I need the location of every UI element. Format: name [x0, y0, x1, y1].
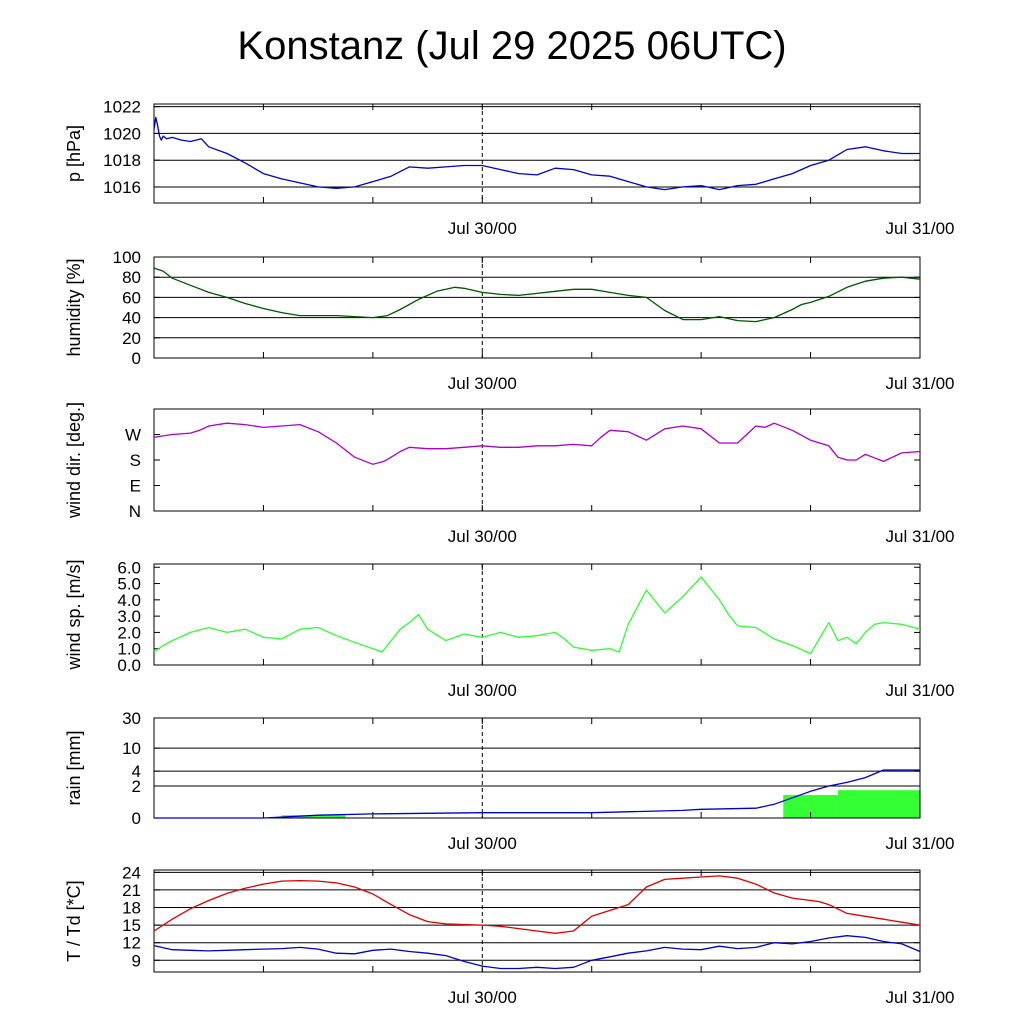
y-tick-label-2-2: S: [130, 451, 141, 470]
x-tick-label-0-1: Jul 31/00: [886, 219, 955, 238]
y-tick-label-1-2: 40: [122, 309, 141, 328]
y-tick-label-1-4: 80: [122, 268, 141, 287]
x-tick-label-1-0: Jul 30/00: [448, 374, 517, 393]
y-axis-label-2: wind dir. [deg.]: [64, 402, 84, 519]
panel-frame-1: [153, 256, 921, 359]
x-tick-label-5-0: Jul 30/00: [448, 988, 517, 1007]
series-line-5-0: [153, 875, 921, 934]
y-tick-label-0-2: 1020: [103, 124, 141, 143]
x-tick-label-4-0: Jul 30/00: [448, 834, 517, 853]
y-tick-label-1-0: 0: [132, 349, 141, 368]
y-tick-label-4-2: 4: [132, 762, 141, 781]
panel-frame-3: [153, 563, 921, 666]
x-tick-label-2-0: Jul 30/00: [448, 527, 517, 546]
series-line-1-0: [153, 267, 921, 323]
series-line-3-0: [153, 576, 921, 655]
panel-frame-4: [153, 717, 921, 819]
rain-bar-4-0: [281, 815, 346, 818]
panel-frame-2: [153, 408, 921, 512]
y-tick-label-0-1: 1018: [103, 151, 141, 170]
series-line-2-0: [153, 422, 921, 465]
x-tick-label-0-0: Jul 30/00: [448, 219, 517, 238]
y-tick-label-3-0: 0.0: [117, 656, 141, 675]
y-axis-label-0: p [hPa]: [64, 125, 84, 182]
y-axis-label-5: T / Td [*C]: [64, 880, 84, 961]
y-tick-label-3-1: 1.0: [117, 640, 141, 659]
x-tick-label-3-1: Jul 31/00: [886, 681, 955, 700]
y-tick-label-4-0: 0: [132, 809, 141, 828]
y-tick-label-3-3: 3.0: [117, 607, 141, 626]
y-axis-label-3: wind sp. [m/s]: [64, 559, 84, 670]
y-tick-label-5-3: 18: [122, 899, 141, 918]
y-tick-label-2-3: W: [125, 426, 141, 445]
y-tick-label-2-0: N: [129, 502, 141, 521]
y-axis-label-1: humidity [%]: [64, 258, 84, 356]
y-tick-label-4-3: 10: [122, 739, 141, 758]
series-line-5-1: [153, 935, 921, 970]
y-tick-label-1-5: 100: [113, 248, 141, 267]
y-tick-label-5-0: 9: [132, 951, 141, 970]
series-line-4-0: [154, 769, 920, 819]
x-tick-label-1-1: Jul 31/00: [886, 374, 955, 393]
y-tick-label-3-6: 6.0: [117, 558, 141, 577]
panel-frame-5: [153, 869, 921, 973]
x-tick-label-2-1: Jul 31/00: [886, 527, 955, 546]
series-line-0-0: [153, 116, 920, 191]
y-tick-label-3-5: 5.0: [117, 575, 141, 594]
y-tick-label-5-1: 12: [122, 934, 141, 953]
y-tick-label-1-3: 60: [122, 288, 141, 307]
x-tick-label-3-0: Jul 30/00: [448, 681, 517, 700]
y-tick-label-4-4: 30: [122, 709, 141, 728]
y-tick-label-0-3: 1022: [103, 98, 141, 117]
panel-frame-0: [153, 103, 921, 204]
y-tick-label-1-1: 20: [122, 329, 141, 348]
rain-bar-4-2: [837, 790, 920, 818]
y-tick-label-3-4: 4.0: [117, 591, 141, 610]
y-axis-label-4: rain [mm]: [64, 730, 84, 805]
chart-title: Konstanz (Jul 29 2025 06UTC): [237, 24, 787, 68]
y-tick-label-0-0: 1016: [103, 178, 141, 197]
y-tick-label-4-1: 2: [132, 777, 141, 796]
rain-bar-4-1: [783, 795, 838, 818]
y-tick-label-3-2: 2.0: [117, 623, 141, 642]
y-tick-label-2-1: E: [130, 477, 141, 496]
x-tick-label-4-1: Jul 31/00: [886, 834, 955, 853]
y-tick-label-5-2: 15: [122, 916, 141, 935]
x-tick-label-5-1: Jul 31/00: [886, 988, 955, 1007]
y-tick-label-5-4: 21: [122, 881, 141, 900]
y-tick-label-5-5: 24: [122, 863, 141, 882]
